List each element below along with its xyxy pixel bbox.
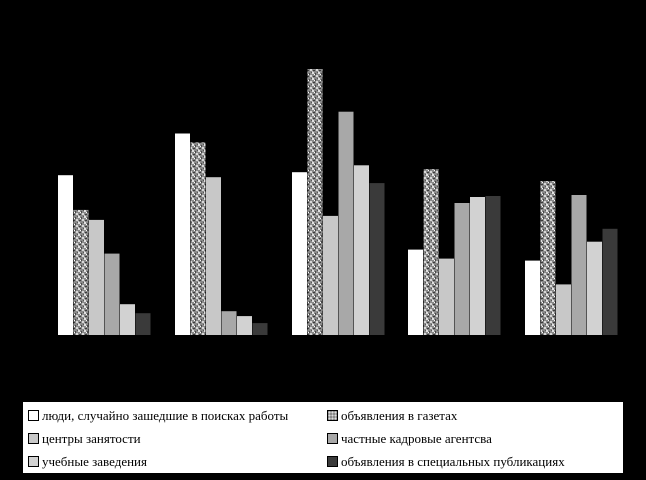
legend-swatch-newspaper-ads — [327, 410, 338, 421]
bars-group — [58, 69, 618, 335]
bar-newspaper-ads-group-1 — [73, 209, 89, 335]
legend-label: люди, случайно зашедшие в поисках работы — [42, 408, 289, 423]
legend-swatch-educational — [28, 456, 39, 467]
bar-special-publications-group-1 — [135, 313, 151, 335]
legend-swatch-employment-centers — [28, 433, 39, 444]
bar-employment-centers-group-4 — [439, 258, 454, 335]
bar-newspaper-ads-group-4 — [423, 169, 439, 335]
bar-private-agencies-group-2 — [221, 311, 237, 335]
bar-educational-group-3 — [354, 165, 369, 335]
bar-private-agencies-group-5 — [571, 195, 587, 335]
bar-employment-centers-group-3 — [323, 215, 338, 335]
legend-item-newspaper-ads: объявления в газетах — [327, 408, 457, 423]
bar-educational-group-2 — [237, 316, 252, 335]
bar-people-group-2 — [175, 133, 190, 335]
bar-special-publications-group-2 — [252, 323, 268, 335]
bar-employment-centers-group-1 — [89, 219, 104, 335]
bar-newspaper-ads-group-5 — [540, 181, 556, 335]
bar-employment-centers-group-2 — [206, 177, 221, 335]
bar-people-group-4 — [408, 249, 423, 335]
legend-label: объявления в специальных публикациях — [341, 454, 565, 469]
bar-people-group-3 — [292, 172, 307, 335]
bar-people-group-1 — [58, 175, 73, 335]
bar-private-agencies-group-4 — [454, 203, 470, 335]
legend-item-educational: учебные заведения — [28, 454, 147, 469]
legend-label: объявления в газетах — [341, 408, 458, 423]
legend-swatch-special-publications — [327, 456, 338, 467]
bar-chart — [58, 69, 618, 335]
bar-private-agencies-group-1 — [104, 253, 120, 335]
bar-employment-centers-group-5 — [556, 284, 571, 335]
bar-newspaper-ads-group-3 — [307, 69, 323, 335]
bar-educational-group-4 — [470, 197, 485, 335]
bar-special-publications-group-4 — [485, 196, 501, 335]
bar-newspaper-ads-group-2 — [190, 142, 206, 335]
legend-label: частные кадровые агентсва — [341, 431, 492, 446]
bar-special-publications-group-3 — [369, 183, 385, 335]
legend-item-private-agencies: частные кадровые агентсва — [327, 431, 492, 446]
bar-educational-group-5 — [587, 241, 602, 335]
legend-swatch-people — [28, 410, 39, 421]
legend-item-employment-centers: центры занятости — [28, 431, 141, 446]
bar-special-publications-group-5 — [602, 228, 618, 335]
chart-legend: люди, случайно зашедшие в поисках работы… — [23, 402, 623, 473]
legend-label: центры занятости — [42, 431, 141, 446]
bar-private-agencies-group-3 — [338, 111, 354, 335]
bar-people-group-5 — [525, 260, 540, 335]
legend-label: учебные заведения — [42, 454, 147, 469]
legend-item-special-publications: объявления в специальных публикациях — [327, 454, 565, 469]
legend-item-people: люди, случайно зашедшие в поисках работы — [28, 408, 288, 423]
legend-swatch-private-agencies — [327, 433, 338, 444]
bar-educational-group-1 — [120, 304, 135, 335]
